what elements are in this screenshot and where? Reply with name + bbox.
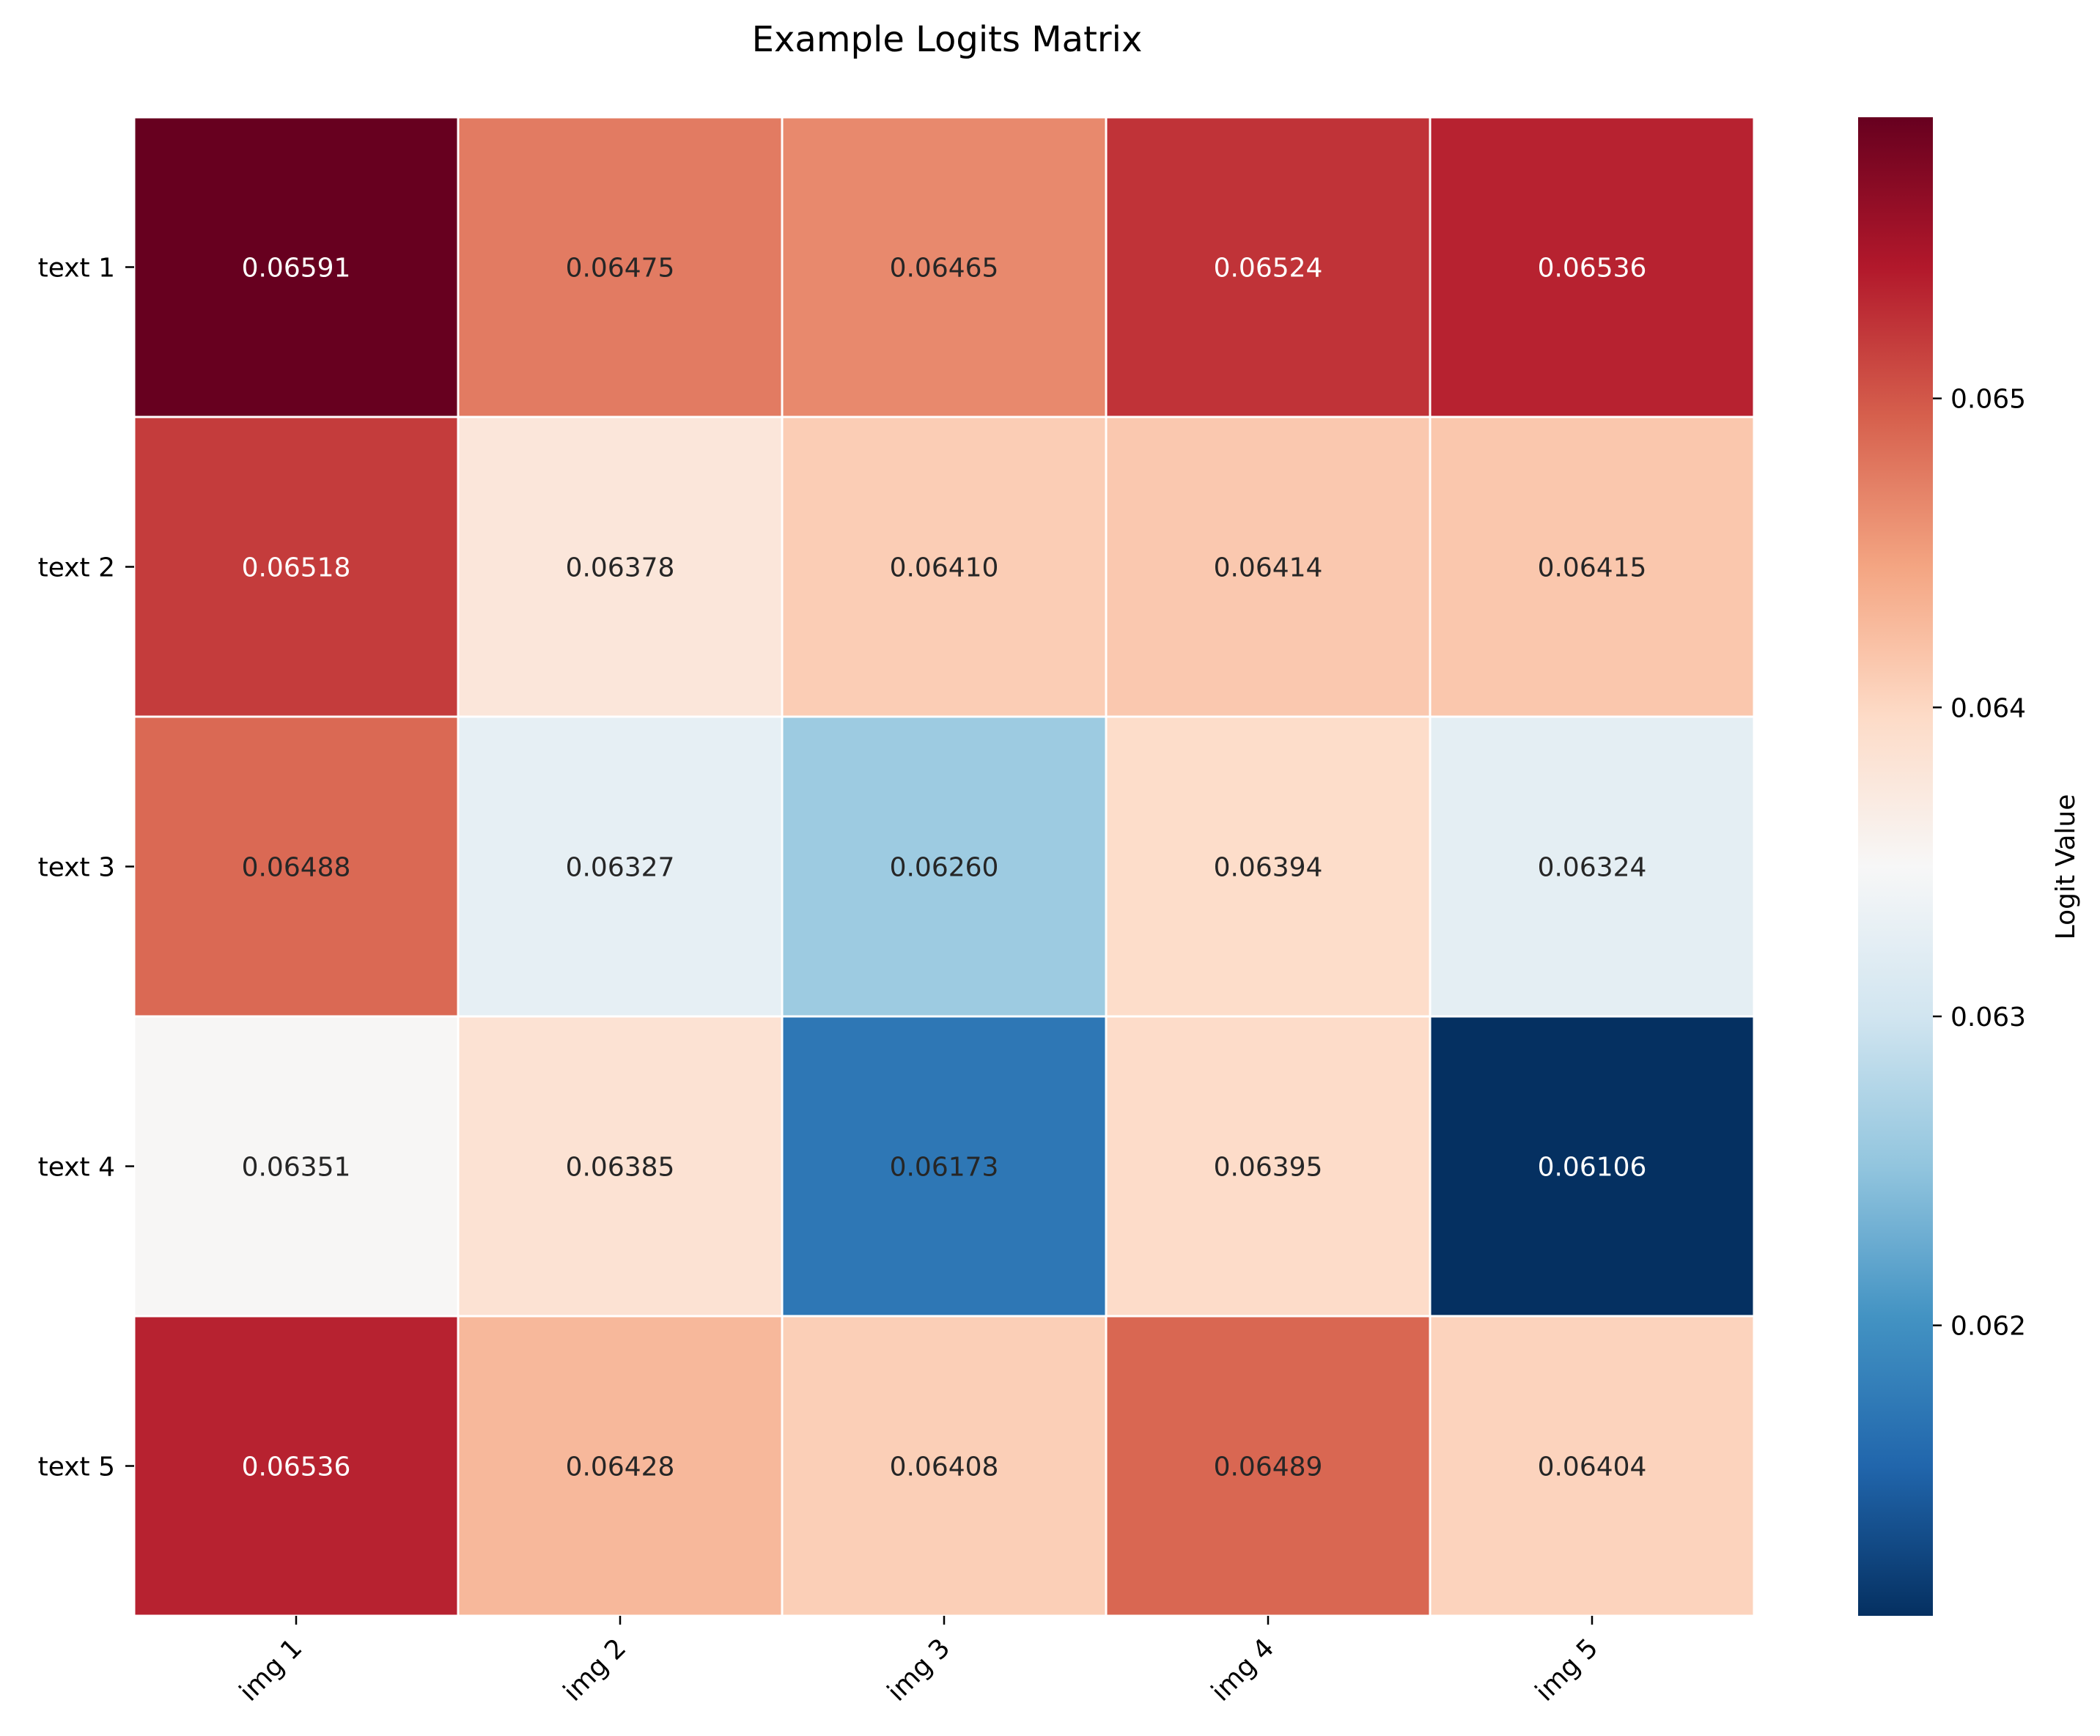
heatmap-cell [781, 1015, 1108, 1318]
heatmap-cell [457, 1315, 784, 1617]
heatmap-cell [1105, 715, 1432, 1018]
cell-value-label: 0.06394 [1214, 853, 1323, 883]
heatmap-cells [133, 116, 1755, 1617]
chart-title: Example Logits Matrix [752, 19, 1143, 60]
cell-value-label: 0.06395 [1214, 1153, 1323, 1183]
cell-value-label: 0.06488 [242, 853, 351, 883]
heatmap-cell [133, 415, 460, 718]
y-tick-label: text 5 [38, 1452, 115, 1482]
y-tick-label: text 4 [38, 1153, 115, 1183]
cell-value-label: 0.06408 [890, 1452, 999, 1482]
x-axis: img 1 img 2 img 3 img 4 img 5 [234, 1616, 1604, 1707]
heatmap-cell [1429, 715, 1755, 1018]
y-axis: text 1 text 2 text 3 text 4 text 5 [38, 254, 134, 1482]
cell-value-label: 0.06414 [1214, 553, 1323, 583]
heatmap-cell-labels: 0.06591 0.06475 0.06465 0.06524 0.06536 0.065… [242, 254, 1647, 1482]
x-tick-label: img 2 [558, 1633, 632, 1707]
cell-value-label: 0.06524 [1214, 254, 1323, 284]
x-tick-label: img 1 [234, 1633, 308, 1707]
x-tick-label: img 3 [882, 1633, 956, 1707]
cell-value-label: 0.06327 [566, 853, 675, 883]
colorbar-tick-label: 0.063 [1950, 1002, 2026, 1033]
colorbar-tick-label: 0.064 [1950, 693, 2026, 723]
heatmap-cell [1429, 415, 1755, 718]
cell-value-label: 0.06536 [242, 1452, 351, 1482]
cell-value-label: 0.06489 [1214, 1452, 1323, 1482]
colorbar-gradient [1858, 117, 1933, 1616]
cell-value-label: 0.06106 [1538, 1153, 1647, 1183]
colorbar-label: Logit Value [2051, 794, 2081, 940]
heatmap-cell [781, 415, 1108, 718]
cell-value-label: 0.06260 [890, 853, 999, 883]
heatmap-cell [1429, 116, 1755, 418]
cell-value-label: 0.06465 [890, 254, 999, 284]
heatmap-cell [457, 715, 784, 1018]
colorbar-tick-label: 0.062 [1950, 1312, 2026, 1342]
cell-value-label: 0.06378 [566, 553, 675, 583]
colorbar-ticks: 0.062 0.063 0.064 0.065 [1933, 385, 2026, 1342]
cell-value-label: 0.06428 [566, 1452, 675, 1482]
cell-value-label: 0.06324 [1538, 853, 1647, 883]
heatmap-cell [457, 116, 784, 418]
cell-value-label: 0.06351 [242, 1153, 351, 1183]
heatmap-cell [133, 1315, 460, 1617]
heatmap-cell [781, 715, 1108, 1018]
cell-value-label: 0.06410 [890, 553, 999, 583]
cell-value-label: 0.06475 [566, 254, 675, 284]
x-tick-label: img 5 [1530, 1633, 1604, 1707]
y-tick-label: text 1 [38, 254, 115, 284]
heatmap-cell [1105, 116, 1432, 418]
cell-value-label: 0.06415 [1538, 553, 1647, 583]
heatmap-cell [1105, 1015, 1432, 1318]
heatmap-cell [781, 1315, 1108, 1617]
cell-value-label: 0.06518 [242, 553, 351, 583]
cell-value-label: 0.06591 [242, 254, 351, 284]
x-tick-label: img 4 [1206, 1633, 1280, 1707]
heatmap-cell [1429, 1015, 1755, 1318]
heatmap-cell [1429, 1315, 1755, 1617]
colorbar-tick-label: 0.065 [1950, 385, 2026, 415]
heatmap-cell [133, 116, 460, 418]
y-tick-label: text 3 [38, 853, 115, 883]
y-tick-label: text 2 [38, 553, 115, 583]
cell-value-label: 0.06173 [890, 1153, 999, 1183]
colorbar: 0.062 0.063 0.064 0.065 Logit Value [1858, 117, 2081, 1616]
cell-value-label: 0.06536 [1538, 254, 1647, 284]
cell-value-label: 0.06385 [566, 1153, 675, 1183]
heatmap-cell [781, 116, 1108, 418]
cell-value-label: 0.06404 [1538, 1452, 1647, 1482]
heatmap-cell [457, 1015, 784, 1318]
